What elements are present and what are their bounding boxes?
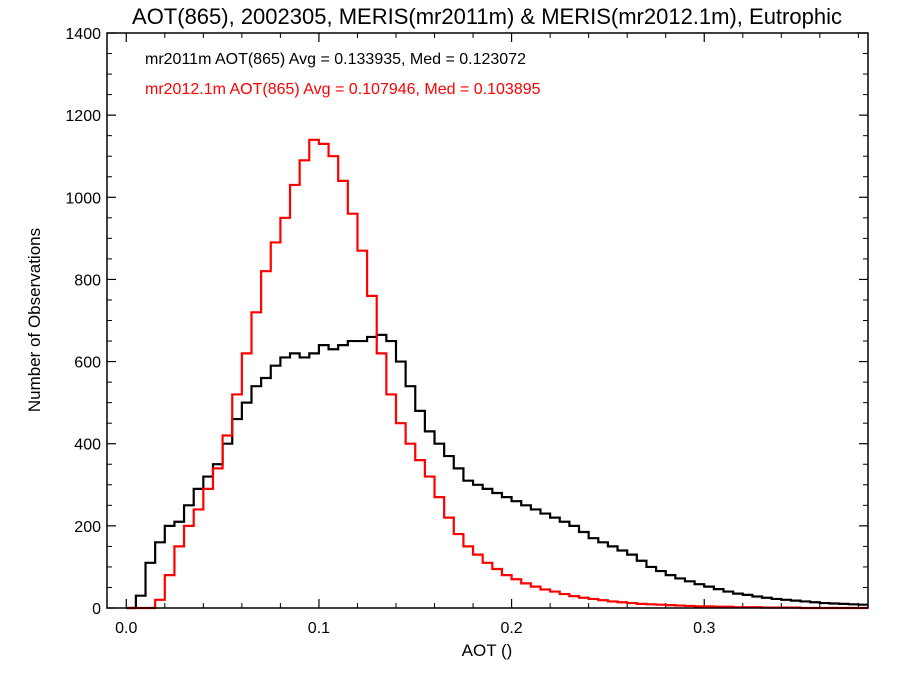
series-mr2012-1m-line	[126, 138, 868, 610]
y-tick-label: 1000	[65, 190, 101, 207]
y-tick-label: 0	[92, 601, 101, 618]
series-mr2011m-line	[126, 333, 868, 610]
x-tick-label: 0.2	[500, 620, 522, 637]
series-group	[126, 138, 868, 610]
x-tick-label: 0.1	[308, 620, 330, 637]
x-tick-label: 0.3	[693, 620, 715, 637]
x-axis-label: AOT ()	[462, 641, 513, 660]
annotation-mr2011m: mr2011m AOT(865) Avg = 0.133935, Med = 0…	[145, 51, 526, 68]
chart-title: AOT(865), 2002305, MERIS(mr2011m) & MERI…	[132, 4, 842, 29]
x-tick-label: 0.0	[115, 620, 137, 637]
plot-frame	[106, 32, 869, 609]
y-tick-label: 800	[74, 272, 101, 289]
y-tick-label: 200	[74, 519, 101, 536]
y-tick-label: 1400	[65, 26, 101, 43]
y-tick-label: 1200	[65, 108, 101, 125]
y-tick-label: 600	[74, 355, 101, 372]
annotation-mr2012-1m: mr2012.1m AOT(865) Avg = 0.107946, Med =…	[145, 81, 541, 98]
y-tick-label: 400	[74, 437, 101, 454]
axis-ticks: 0.0 0.1 0.2 0.3 0 200 400 600 800 1000 1200 1400	[65, 26, 868, 637]
y-axis-label: Number of Observations	[25, 228, 44, 412]
